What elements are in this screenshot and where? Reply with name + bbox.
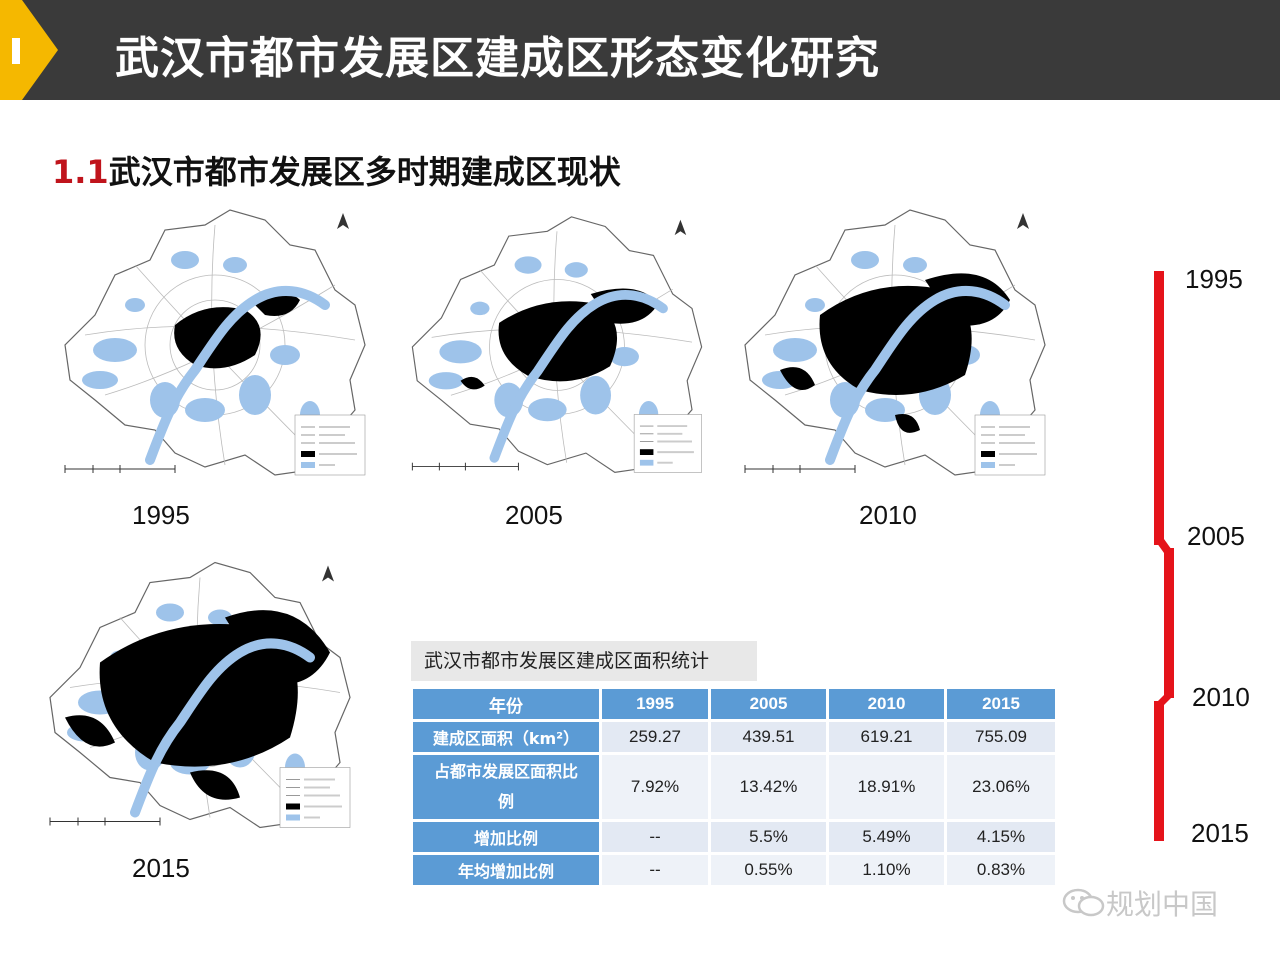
table-caption: 武汉市都市发展区建成区面积统计: [411, 641, 757, 681]
table-header-cell: 2005: [711, 689, 826, 719]
table-cell: 23.06%: [947, 755, 1055, 819]
timeline-year-1995: 1995: [1185, 264, 1243, 294]
table-cell: 1.10%: [829, 855, 944, 885]
table-cell: --: [602, 822, 708, 852]
timeline-year-2005: 2005: [1187, 521, 1245, 551]
table-cell: 18.91%: [829, 755, 944, 819]
table-cell: 755.09: [947, 722, 1055, 752]
row-label: 占都市发展区面积比例: [413, 755, 599, 819]
table-cell: 439.51: [711, 722, 826, 752]
map-2005: [397, 212, 717, 482]
table-row: 增加比例 -- 5.5% 5.49% 4.15%: [413, 822, 1055, 852]
map-1995: [55, 205, 375, 485]
section-title: 1.1武汉市都市发展区多时期建成区现状: [52, 147, 621, 193]
timeline-bar: [1154, 271, 1174, 841]
section-number: 1.1: [52, 153, 109, 191]
map-year-2005: 2005: [505, 500, 563, 530]
table-header-cell: 年份: [413, 689, 599, 719]
table-cell: 7.92%: [602, 755, 708, 819]
table-header-cell: 2015: [947, 689, 1055, 719]
map-2010: [735, 205, 1055, 485]
table-cell: 13.42%: [711, 755, 826, 819]
row-label: 年均增加比例: [413, 855, 599, 885]
map-2015: [40, 555, 360, 840]
header-bar: 武汉市都市发展区建成区形态变化研究: [0, 0, 1280, 100]
table-cell: --: [602, 855, 708, 885]
table-header-cell: 2010: [829, 689, 944, 719]
table-cell: 619.21: [829, 722, 944, 752]
table-cell: 0.55%: [711, 855, 826, 885]
table-cell: 0.83%: [947, 855, 1055, 885]
map-year-2015: 2015: [132, 853, 190, 883]
timeline-year-2015: 2015: [1191, 818, 1249, 848]
table-cell: 259.27: [602, 722, 708, 752]
area-stats-table: 年份 1995 2005 2010 2015 建成区面积（km²） 259.27…: [410, 686, 1058, 888]
row-label: 增加比例: [413, 822, 599, 852]
row-label: 建成区面积（km²）: [413, 722, 599, 752]
watermark-text: 规划中国: [1106, 888, 1219, 921]
table-header-row: 年份 1995 2005 2010 2015: [413, 689, 1055, 719]
table-header-cell: 1995: [602, 689, 708, 719]
watermark: 规划中国: [1062, 883, 1218, 923]
map-year-1995: 1995: [132, 500, 190, 530]
timeline-year-2010: 2010: [1192, 682, 1250, 712]
table-row: 占都市发展区面积比例 7.92% 13.42% 18.91% 23.06%: [413, 755, 1055, 819]
table-cell: 5.5%: [711, 822, 826, 852]
wechat-icon: [1062, 888, 1105, 917]
header-marker-icon: [0, 0, 58, 100]
table-cell: 4.15%: [947, 822, 1055, 852]
table-row: 建成区面积（km²） 259.27 439.51 619.21 755.09: [413, 722, 1055, 752]
map-year-2010: 2010: [859, 500, 917, 530]
page-title: 武汉市都市发展区建成区形态变化研究: [115, 33, 880, 84]
table-cell: 5.49%: [829, 822, 944, 852]
section-title-text: 武汉市都市发展区多时期建成区现状: [108, 153, 621, 191]
table-row: 年均增加比例 -- 0.55% 1.10% 0.83%: [413, 855, 1055, 885]
